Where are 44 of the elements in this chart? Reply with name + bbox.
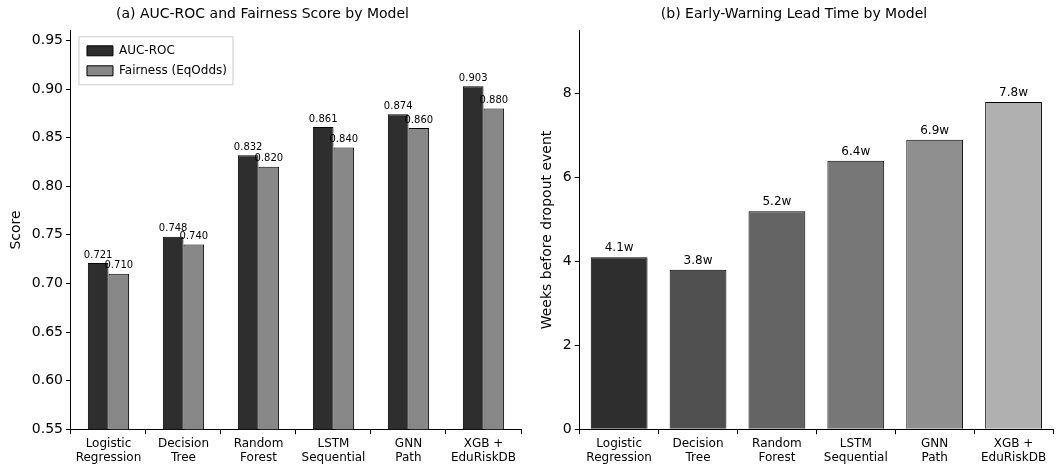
x-tick-label: LSTM Sequential bbox=[301, 435, 366, 464]
x-tick-label: GNN Path bbox=[921, 435, 949, 464]
y-tick-label: 6 bbox=[562, 168, 572, 185]
legend-label: Fairness (EqOdds) bbox=[118, 62, 227, 77]
data-label: 5.2w bbox=[762, 194, 792, 209]
y-tick-label: 0.80 bbox=[31, 176, 63, 193]
data-label: 6.4w bbox=[841, 143, 871, 158]
data-label: 6.9w bbox=[920, 122, 950, 137]
y-tick-label: 0.70 bbox=[31, 274, 63, 291]
y-tick-label: 0.55 bbox=[31, 419, 63, 436]
x-tick-label: Logistic Regression bbox=[586, 435, 652, 464]
y-tick-label: 0.85 bbox=[31, 128, 63, 145]
data-label: 0.721 bbox=[83, 248, 113, 260]
data-label: 7.8w bbox=[999, 85, 1029, 100]
y-tick-label: 0.75 bbox=[31, 225, 63, 242]
x-tick-label: Decision Tree bbox=[157, 435, 210, 464]
chart-title: (a) AUC-ROC and Fairness Score by Model bbox=[116, 5, 409, 22]
y-axis-title: Score bbox=[7, 210, 24, 250]
data-label: 0.832 bbox=[233, 140, 263, 152]
data-label: 0.874 bbox=[383, 99, 413, 111]
y-tick-label: 8 bbox=[562, 84, 572, 101]
y-tick-label: 0.90 bbox=[31, 79, 63, 96]
y-tick-label: 0.60 bbox=[31, 371, 63, 388]
y-tick-label: 0.65 bbox=[31, 322, 63, 339]
y-tick-label: 0.95 bbox=[31, 31, 63, 48]
y-tick-label: 0 bbox=[562, 419, 572, 436]
x-tick-label: XGB + EduRiskDB bbox=[980, 435, 1047, 464]
y-tick-label: 4 bbox=[562, 252, 572, 269]
x-tick-label: LSTM Sequential bbox=[823, 435, 888, 464]
y-axis-title: Weeks before dropout event bbox=[538, 130, 555, 330]
x-tick-label: XGB + EduRiskDB bbox=[450, 435, 517, 464]
x-tick-label: Logistic Regression bbox=[75, 435, 142, 464]
y-tick-label: 2 bbox=[562, 335, 572, 352]
x-tick-label: GNN Path bbox=[394, 435, 423, 464]
x-tick-label: Decision Tree bbox=[672, 435, 724, 464]
x-tick-label: Random Forest bbox=[752, 435, 802, 464]
x-tick-label: Random Forest bbox=[233, 435, 284, 464]
data-label: 0.861 bbox=[308, 112, 338, 124]
data-label: 3.8w bbox=[683, 252, 713, 267]
data-label: 0.903 bbox=[458, 71, 488, 83]
data-label: 4.1w bbox=[604, 240, 634, 255]
data-label: 0.710 bbox=[104, 259, 134, 271]
legend-label: AUC-ROC bbox=[118, 42, 175, 57]
chart-title: (b) Early-Warning Lead Time by Model bbox=[660, 5, 928, 22]
